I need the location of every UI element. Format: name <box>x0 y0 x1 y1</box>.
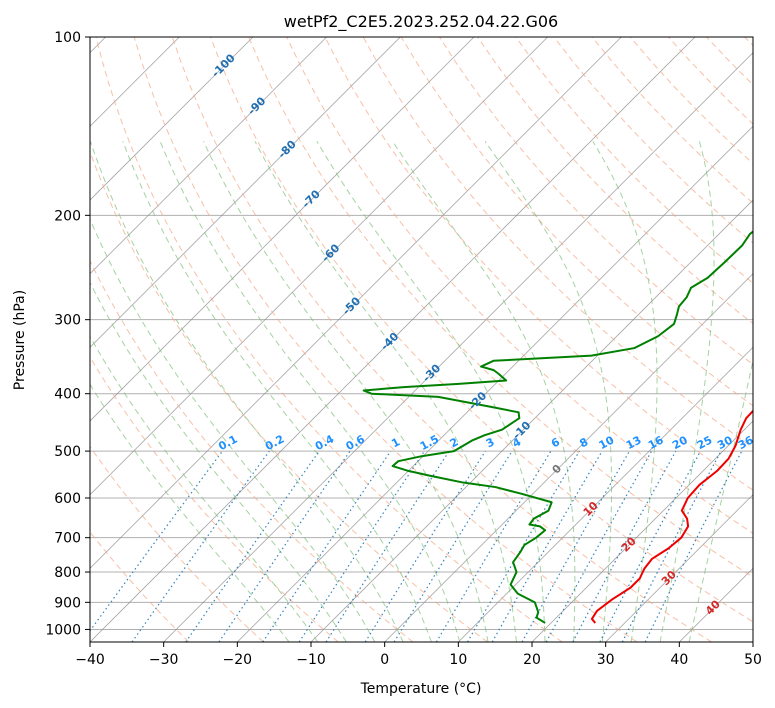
mixing-ratio-line <box>218 450 351 642</box>
mixing-ratio-line <box>466 450 580 642</box>
mixing-ratio-label: 30 <box>715 433 735 452</box>
x-tick-label: −20 <box>223 652 253 668</box>
y-tick-label: 500 <box>54 444 81 460</box>
dry-adiabat <box>90 259 414 642</box>
dry-adiabat <box>95 37 563 642</box>
isotherm-line <box>90 37 696 642</box>
moist-adiabat <box>90 141 404 642</box>
dewpoint-profile <box>362 230 753 624</box>
dry-adiabat <box>248 37 753 578</box>
isotherm-line <box>384 273 753 642</box>
moist-adiabat <box>203 141 489 642</box>
mixing-ratio-label: 16 <box>646 433 666 452</box>
moist-adiabat <box>392 141 576 642</box>
isotherm-line <box>163 52 753 642</box>
y-tick-label: 300 <box>54 313 81 329</box>
moist-adiabat <box>484 141 613 642</box>
y-tick-label: 100 <box>54 30 81 46</box>
y-tick-label: 400 <box>54 387 81 403</box>
isotherm-line <box>90 37 327 275</box>
isotherm-line <box>458 346 753 642</box>
y-tick-label: 1000 <box>45 622 81 638</box>
axes: −40 −30 −20 −10 0 10 20 30 40 50 100 200 300 400 500 60… <box>45 30 762 668</box>
x-tick-label: 40 <box>670 652 688 668</box>
plot-frame <box>89 36 754 643</box>
isotherm-line <box>90 37 475 422</box>
x-axis-title: Temperature (°C) <box>360 681 482 697</box>
moist-adiabat <box>688 358 753 642</box>
mixing-ratio-label: 10 <box>597 433 617 452</box>
isotherm-line <box>605 494 753 642</box>
isotherm-line <box>90 37 622 569</box>
mixing-ratio-line <box>185 450 320 642</box>
mixing-ratio-label: 20 <box>670 433 690 452</box>
moist-adiabat <box>122 141 432 642</box>
mixing-ratio-line <box>599 450 702 642</box>
dry-adiabat <box>324 37 753 491</box>
x-tick-label: −10 <box>296 652 326 668</box>
plot-area: -100-90-80-70-60-50-40-30-20-10010203040… <box>90 37 756 642</box>
isotherm-line <box>90 37 401 348</box>
dry-adiabat <box>286 37 753 534</box>
y-tick-label: 200 <box>54 208 81 224</box>
x-tick-label: 10 <box>449 652 467 668</box>
mixing-ratio-line <box>262 450 392 642</box>
moist-adiabat <box>159 141 461 642</box>
y-tick-label: 700 <box>54 531 81 547</box>
chart-title: wetPf2_C2E5.2023.252.04.22.G06 <box>284 12 558 32</box>
x-tick-label: −40 <box>75 652 105 668</box>
mixing-ratio-label: 25 <box>695 433 715 452</box>
y-axis-title: Pressure (hPa) <box>12 290 28 390</box>
mixing-ratio-line <box>325 450 450 642</box>
y-tick-label: 600 <box>54 491 81 507</box>
mixing-ratio-label: 13 <box>624 433 644 452</box>
mixing-ratio-line <box>298 450 425 642</box>
x-tick-label: 0 <box>380 652 389 668</box>
dry-adiabat <box>515 37 753 284</box>
isotherm-line <box>531 420 753 642</box>
moist-adiabat <box>659 141 715 642</box>
moist-adiabat <box>90 335 319 642</box>
mixing-ratio-label: 36 <box>736 433 756 452</box>
x-tick-label: −30 <box>149 652 179 668</box>
dry-adiabat <box>90 445 264 642</box>
mixing-ratio-line <box>572 450 677 642</box>
y-tick-label: 900 <box>54 595 81 611</box>
mixing-ratio-line <box>364 450 486 642</box>
moist-adiabat <box>90 383 290 642</box>
isotherm-line <box>237 125 753 642</box>
x-tick-label: 50 <box>744 652 762 668</box>
moist-adiabat <box>90 281 347 642</box>
y-tick-label: 800 <box>54 565 81 581</box>
mixing-ratio-line <box>131 450 270 642</box>
temperature-profile <box>590 409 753 624</box>
x-tick-label: 20 <box>523 652 541 668</box>
moist-adiabat <box>316 141 546 642</box>
x-tick-label: 30 <box>597 652 615 668</box>
dry-adiabat <box>210 37 753 623</box>
isotherm-line <box>90 37 548 496</box>
isotherm-line <box>90 37 254 201</box>
mixing-ratio-line <box>393 450 513 642</box>
